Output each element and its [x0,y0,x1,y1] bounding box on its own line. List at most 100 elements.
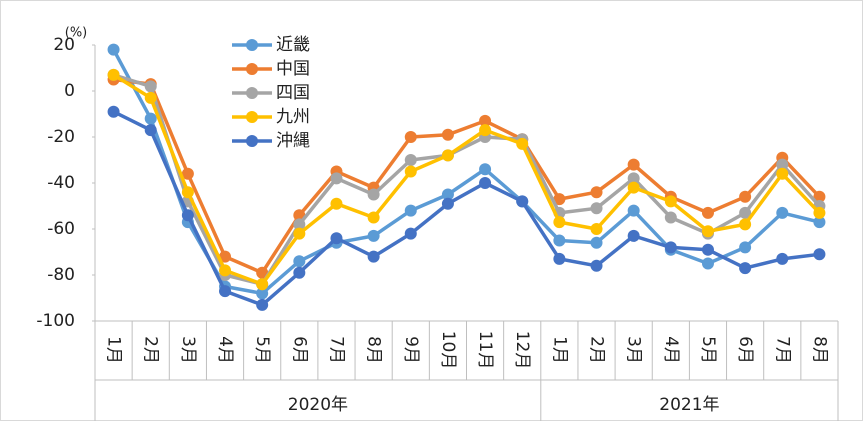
x-tick-label: 1月 [549,336,569,364]
series-line [112,73,821,286]
data-point [739,262,752,275]
data-point [256,287,269,300]
x-tick-label: 7月 [326,336,346,364]
data-point [144,112,157,125]
data-point [479,163,492,176]
data-point [590,202,603,215]
data-point [739,218,752,231]
x-tick-label: 12月 [512,331,532,370]
data-point [701,206,714,219]
legend-label: 中国 [276,59,310,79]
data-point [776,206,789,219]
x-tick-label: 6月 [289,336,309,364]
data-point [479,177,492,189]
data-point [293,218,306,231]
data-point [701,257,714,270]
x-tick-label: 10月 [438,331,458,370]
data-point [404,154,417,166]
y-tick-label: -60 [47,219,75,239]
data-point [404,165,417,178]
data-point [404,204,417,217]
x-tick-label: 5月 [252,336,272,364]
data-point [441,128,454,141]
legend-marker [246,111,258,123]
data-point [181,167,194,180]
y-tick-label: -80 [47,265,75,285]
x-tick-label: 2月 [587,336,607,364]
data-point [516,137,529,150]
legend-marker [246,39,258,51]
data-point [441,188,454,201]
y-tick-label: 20 [53,35,75,55]
data-point [553,252,566,265]
legend-label: 四国 [276,83,310,103]
data-point [553,234,566,247]
data-point [404,131,417,143]
data-point [627,181,640,194]
x-tick-label: 1月 [104,336,124,364]
data-point [367,229,380,242]
legend-marker [246,87,258,99]
series-line [113,73,821,286]
data-point [813,206,826,219]
data-point [293,255,306,268]
data-point [441,149,454,162]
series-line [112,110,820,307]
legend-marker [246,135,258,147]
data-point [330,232,343,245]
data-point [107,43,120,56]
x-tick-label: 5月 [698,336,718,364]
y-tick-label: -100 [36,311,75,331]
data-point [441,197,454,210]
x-tick-label: 4月 [661,336,681,364]
data-point [776,158,789,171]
x-tick-label: 9月 [401,336,421,364]
data-point [627,158,640,171]
data-point [256,278,269,291]
data-point [739,206,752,219]
data-point [627,172,640,185]
data-point [144,80,157,93]
data-point [590,186,603,199]
data-point [479,124,492,137]
data-point [256,298,269,311]
data-point [367,250,380,263]
data-point [107,105,120,118]
y-tick-label: 0 [64,81,75,101]
legend-label: 近畿 [276,35,310,55]
data-point [144,124,157,137]
data-point [367,188,380,201]
y-tick-label: -40 [47,173,75,193]
data-point [219,285,232,298]
x-tick-label: 3月 [178,336,198,364]
data-point [627,204,640,217]
x-tick-label: 7月 [772,336,792,364]
data-point [404,227,417,240]
x-tick-label: 8月 [809,336,829,364]
data-point [367,211,380,224]
data-point [590,259,603,272]
data-point [219,264,232,277]
x-tick-label: 8月 [364,336,384,364]
data-point [553,216,566,229]
data-point [701,225,714,238]
data-point [813,248,826,261]
data-point [701,243,714,256]
data-point [181,209,194,222]
legend-label: 九州 [276,107,310,127]
data-point [627,229,640,242]
data-point [330,172,343,185]
data-point [293,266,306,279]
data-point [293,227,306,240]
x-tick-label: 4月 [215,336,235,364]
data-point [664,241,677,254]
data-point [664,211,677,224]
x-tick-label: 3月 [624,336,644,364]
legend-marker [246,63,258,75]
data-point [107,68,120,81]
legend-label: 沖縄 [276,131,310,151]
y-unit: (%) [65,26,88,41]
series-line [112,48,820,296]
